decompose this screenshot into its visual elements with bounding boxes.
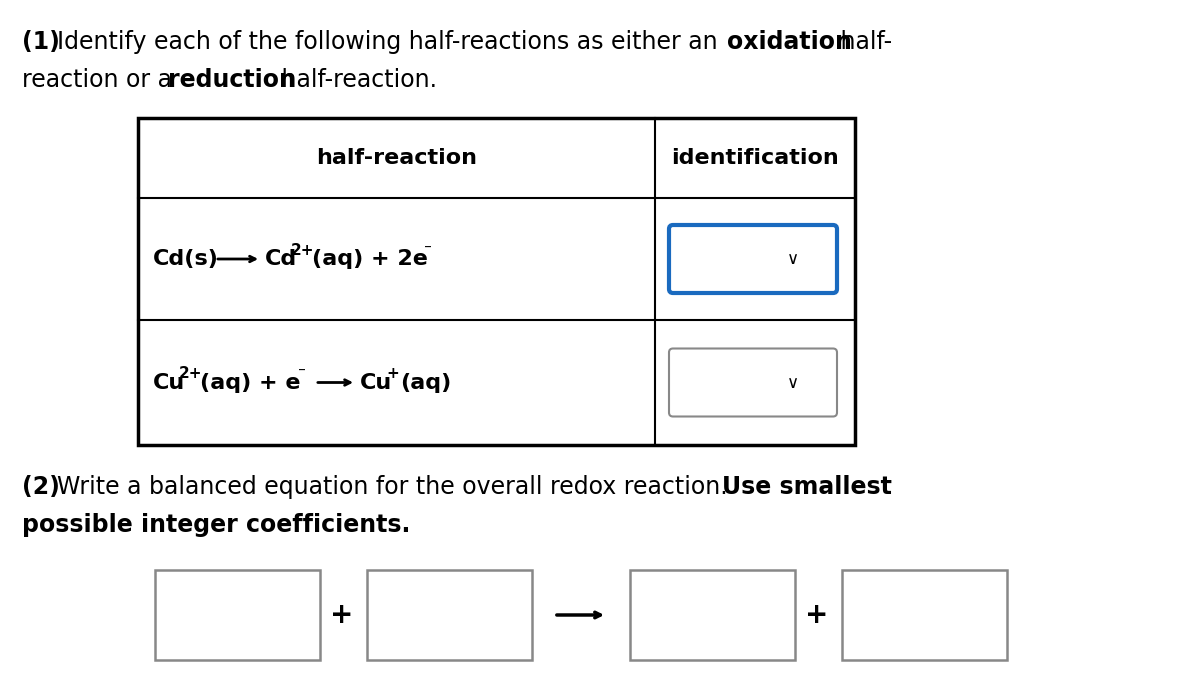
Text: identification: identification	[671, 148, 839, 168]
Text: (aq) + 2e: (aq) + 2e	[312, 249, 428, 269]
Text: 2+: 2+	[292, 242, 314, 258]
Text: Cu: Cu	[154, 373, 185, 393]
Bar	[155, 570, 320, 660]
Bar	[630, 570, 796, 660]
Text: +: +	[386, 366, 398, 381]
Text: ∨: ∨	[787, 373, 799, 392]
Text: ⁻: ⁻	[424, 242, 432, 258]
Text: (1): (1)	[22, 30, 60, 54]
Bar	[367, 570, 532, 660]
Bar	[138, 118, 854, 445]
FancyBboxPatch shape	[670, 225, 838, 293]
Text: half-: half-	[833, 30, 892, 54]
Text: Cu: Cu	[360, 373, 392, 393]
Text: ⁻: ⁻	[298, 366, 306, 381]
FancyBboxPatch shape	[670, 349, 838, 416]
Text: (aq) + e: (aq) + e	[200, 373, 300, 393]
Text: (2): (2)	[22, 475, 60, 499]
Bar	[842, 570, 1007, 660]
Text: Cd(s): Cd(s)	[154, 249, 218, 269]
Text: (aq): (aq)	[400, 373, 451, 393]
Text: reduction: reduction	[168, 68, 296, 92]
Text: +: +	[330, 601, 354, 629]
Text: Cd: Cd	[265, 249, 298, 269]
Text: reaction or a: reaction or a	[22, 68, 180, 92]
Text: ∨: ∨	[787, 250, 799, 268]
Text: 2+: 2+	[179, 366, 203, 381]
Text: Use smallest: Use smallest	[722, 475, 892, 499]
Text: possible integer coefficients.: possible integer coefficients.	[22, 513, 410, 537]
Text: half-reaction.: half-reaction.	[274, 68, 437, 92]
Text: +: +	[805, 601, 829, 629]
Text: oxidation: oxidation	[727, 30, 852, 54]
Text: Identify each of the following half-reactions as either an: Identify each of the following half-reac…	[58, 30, 725, 54]
Text: half-reaction: half-reaction	[316, 148, 478, 168]
Text: Write a balanced equation for the overall redox reaction.: Write a balanced equation for the overal…	[58, 475, 736, 499]
